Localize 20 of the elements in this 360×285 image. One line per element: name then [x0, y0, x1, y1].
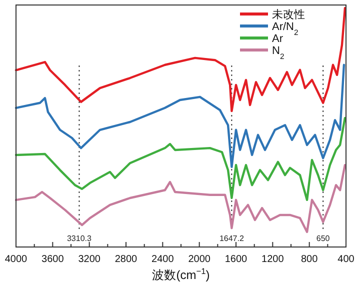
x-tick-label: 400	[338, 254, 355, 265]
x-tick-label: 1600	[224, 254, 248, 265]
legend-label: Ar	[272, 33, 284, 45]
ref-line: 1647.2	[219, 65, 244, 243]
x-axis-title: 波数(cm$^{−1}$)	[152, 266, 210, 282]
x-tick-label: 2400	[152, 254, 174, 265]
legend-label: 未改性	[272, 8, 305, 21]
ref-line-label: 3310.3	[66, 234, 92, 243]
x-tick-label: 2800	[114, 254, 138, 265]
x-tick-label: 3200	[78, 254, 101, 265]
x-tick-label: 4000	[4, 254, 28, 265]
x-tick-label: 3600	[42, 254, 64, 265]
ref-line: 3310.3	[67, 65, 92, 243]
legend-label: N$_{2}$	[272, 45, 284, 60]
ref-line-label: 650	[316, 234, 330, 243]
x-tick-label: 2000	[188, 254, 211, 265]
ref-line: 650	[316, 65, 330, 243]
ref-line-label: 1647.2	[219, 234, 244, 243]
x-tick-label: 1200	[262, 254, 284, 265]
x-tick-label: 800	[300, 254, 318, 265]
